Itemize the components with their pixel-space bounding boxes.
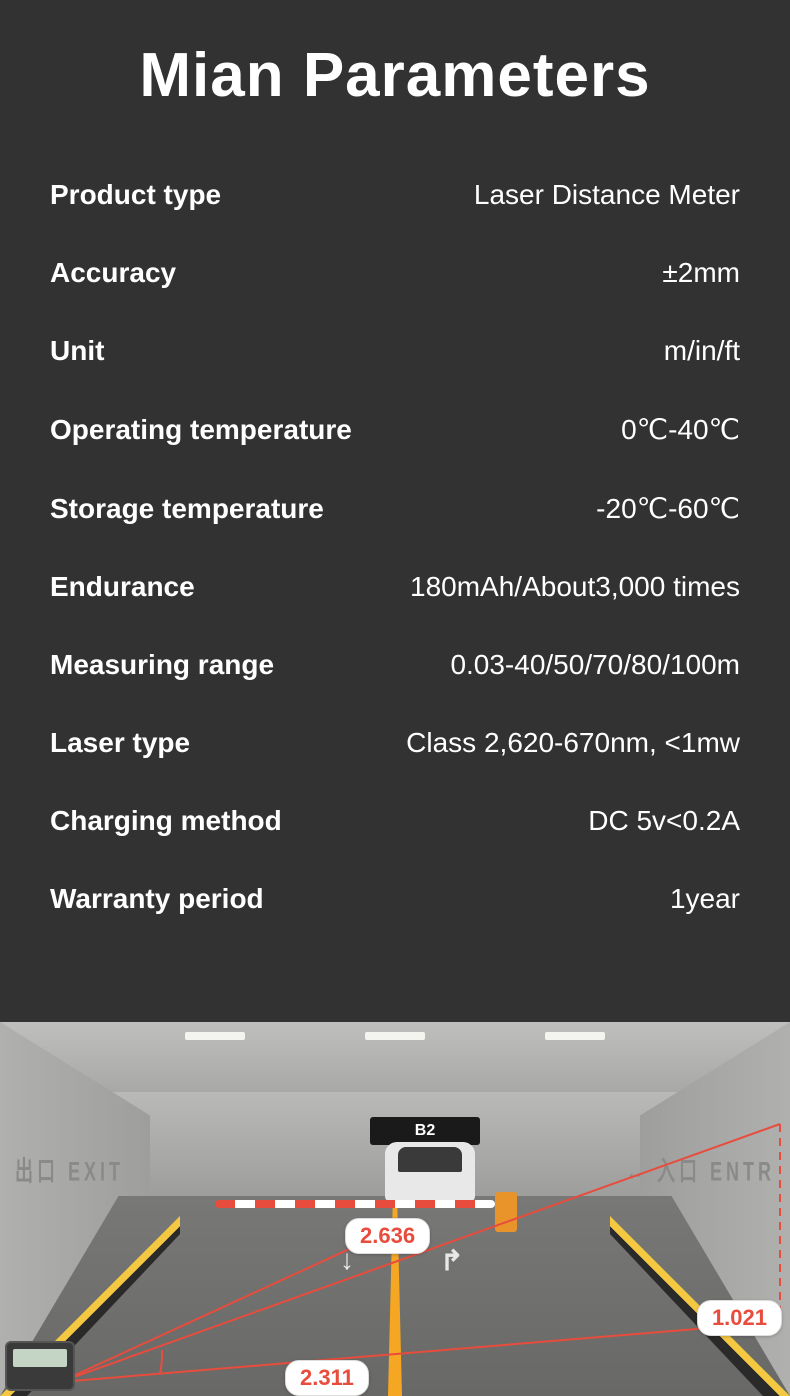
param-value: 0℃-40℃ <box>621 413 740 446</box>
ceiling <box>0 1022 790 1092</box>
car-windshield-icon <box>398 1147 462 1172</box>
measurement-badge: 1.021 <box>697 1300 782 1336</box>
param-label: Endurance <box>50 571 195 603</box>
light-icon <box>545 1032 605 1040</box>
param-label: Measuring range <box>50 649 274 681</box>
table-row: Warranty period 1year <box>50 860 740 938</box>
measurement-badge: 2.311 <box>285 1360 369 1396</box>
parameters-panel: Mian Parameters Product type Laser Dista… <box>0 0 790 1022</box>
measurement-badge: 2.636 <box>345 1218 430 1254</box>
table-row: Charging method DC 5v<0.2A <box>50 782 740 860</box>
param-label: Charging method <box>50 805 282 837</box>
device-screen-icon <box>13 1349 67 1367</box>
light-icon <box>365 1032 425 1040</box>
table-row: Product type Laser Distance Meter <box>50 156 740 234</box>
laser-device-icon <box>5 1341 75 1391</box>
table-row: Operating temperature 0℃-40℃ <box>50 390 740 469</box>
exit-sign: 出口 EXIT <box>15 1151 124 1190</box>
table-row: Accuracy ±2mm <box>50 234 740 312</box>
background-sign: B2 <box>370 1117 480 1145</box>
param-value: Laser Distance Meter <box>474 179 740 211</box>
param-label: Accuracy <box>50 257 176 289</box>
barrier-gate-icon <box>215 1200 495 1208</box>
param-label: Operating temperature <box>50 414 352 446</box>
param-value: DC 5v<0.2A <box>588 805 740 837</box>
table-row: Endurance 180mAh/About3,000 times <box>50 548 740 626</box>
page-title: Mian Parameters <box>50 40 740 111</box>
lane-arrow-icon: ↱ <box>440 1244 463 1277</box>
param-label: Storage temperature <box>50 493 324 525</box>
scene-illustration: B2 出口 EXIT ← 入口 ENTR ↓ ↱ 2.636 1.021 2.3… <box>0 1022 790 1396</box>
param-label: Product type <box>50 179 221 211</box>
param-label: Unit <box>50 335 104 367</box>
param-value: 180mAh/About3,000 times <box>410 571 740 603</box>
param-label: Laser type <box>50 727 190 759</box>
param-value: m/in/ft <box>664 335 740 367</box>
table-row: Unit m/in/ft <box>50 312 740 390</box>
ceiling-lights <box>185 1032 605 1040</box>
table-row: Measuring range 0.03-40/50/70/80/100m <box>50 626 740 704</box>
param-value: -20℃-60℃ <box>596 492 740 525</box>
param-value: ±2mm <box>662 257 740 289</box>
table-row: Laser type Class 2,620-670nm, <1mw <box>50 704 740 782</box>
table-row: Storage temperature -20℃-60℃ <box>50 469 740 548</box>
entrance-sign: ← 入口 ENTR <box>626 1151 775 1190</box>
param-value: 1year <box>670 883 740 915</box>
param-label: Warranty period <box>50 883 264 915</box>
light-icon <box>185 1032 245 1040</box>
param-value: 0.03-40/50/70/80/100m <box>450 649 740 681</box>
parameters-table: Product type Laser Distance Meter Accura… <box>50 156 740 938</box>
param-value: Class 2,620-670nm, <1mw <box>406 727 740 759</box>
barrier-post-icon <box>495 1192 517 1232</box>
